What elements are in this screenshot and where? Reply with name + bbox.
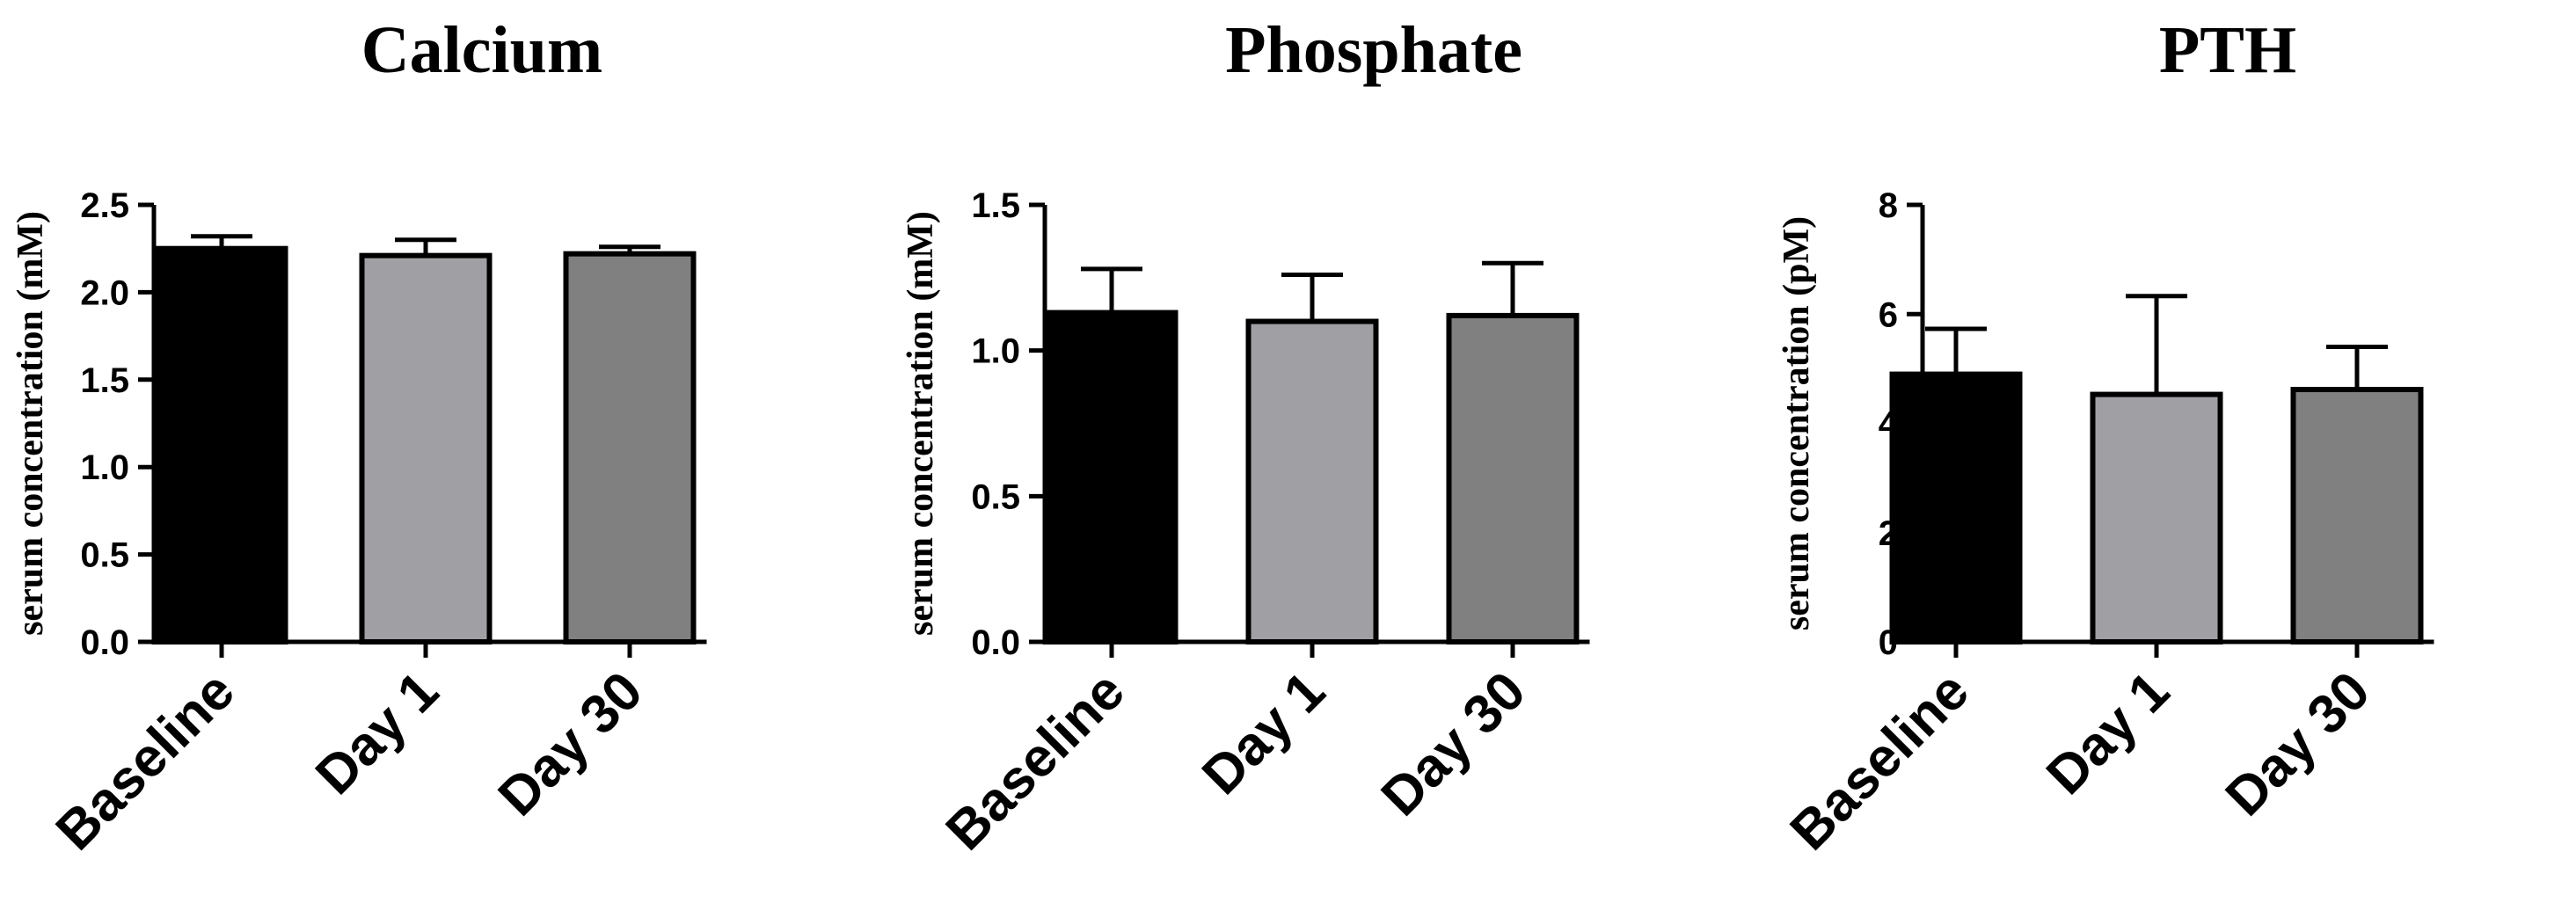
y-tick-label: 2 (1879, 514, 1898, 553)
y-tick-label: 8 (1879, 186, 1898, 225)
bar (359, 252, 493, 644)
x-tick-label: Day 30 (487, 660, 654, 827)
chart-title: Calcium (361, 13, 602, 87)
y-axis-label: serum concentration (mM) (901, 211, 941, 636)
y-axis-label: serum concentration (pM) (1777, 216, 1817, 630)
x-tick-label: Day 30 (2215, 660, 2382, 827)
y-tick-label: 6 (1879, 295, 1898, 334)
y-tick-label: 0 (1879, 623, 1898, 662)
y-tick-label: 0.5 (971, 477, 1020, 516)
y-tick-label: 1.0 (971, 332, 1020, 371)
x-tick-label: Baseline (1779, 660, 1981, 862)
chart-panel-0: Calcium serum concentration (mM) 0.0 0.5 1.0… (11, 13, 707, 862)
y-tick-label: 0.0 (971, 623, 1020, 662)
chart-panel-2: PTH serum concentration (pM) 0 2 4 6 8 Baseline… (1777, 13, 2434, 862)
y-tick-label: 4 (1879, 405, 1899, 444)
bar (1889, 371, 2023, 644)
bar (2290, 386, 2424, 644)
chart-panel-1: Phosphate serum concentration (mM) 0.0 0.5 1… (901, 13, 1590, 862)
bar (1245, 318, 1379, 644)
chart-title: Phosphate (1225, 13, 1522, 87)
y-axis-label: serum concentration (mM) (11, 211, 51, 636)
y-tick-label: 2.0 (80, 273, 129, 312)
x-tick-label: Baseline (45, 660, 246, 862)
y-tick-label: 0.0 (80, 623, 129, 662)
bar (155, 245, 288, 644)
x-tick-label: Day 1 (1191, 660, 1337, 806)
bar (1446, 312, 1580, 644)
y-tick-label: 2.5 (80, 186, 129, 225)
y-tick-label: 1.5 (971, 186, 1020, 225)
x-tick-label: Day 1 (304, 660, 450, 806)
chart-title: PTH (2159, 13, 2296, 87)
y-tick-label: 1.5 (80, 361, 129, 400)
bar (2090, 391, 2223, 644)
x-tick-label: Day 30 (1370, 660, 1537, 827)
bar (563, 251, 697, 644)
x-tick-label: Day 1 (2035, 660, 2181, 806)
bar (1045, 309, 1179, 644)
x-tick-label: Baseline (935, 660, 1136, 862)
y-tick-label: 0.5 (80, 536, 129, 575)
y-tick-label: 1.0 (80, 448, 129, 487)
